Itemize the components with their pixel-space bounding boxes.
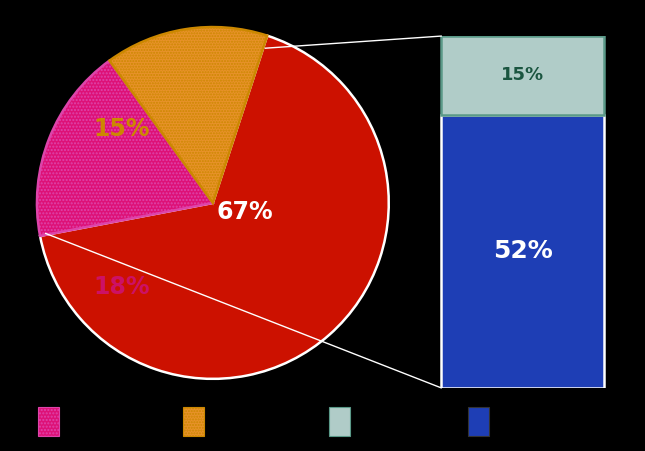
Bar <box>441 115 604 388</box>
Wedge shape <box>37 60 213 236</box>
Bar <box>441 36 604 115</box>
Text: Ship Strike: Ship Strike <box>499 415 575 428</box>
Text: 15%: 15% <box>93 117 150 141</box>
Text: Peri/Neonatal: Peri/Neonatal <box>68 415 164 428</box>
Bar <box>183 407 204 437</box>
Text: 18%: 18% <box>93 276 150 299</box>
Wedge shape <box>40 36 389 379</box>
Text: 67%: 67% <box>216 200 273 224</box>
Bar <box>468 407 490 437</box>
Text: Entanglement: Entanglement <box>359 415 457 428</box>
Text: Unknown: Unknown <box>213 415 278 428</box>
Wedge shape <box>110 27 267 203</box>
Text: 52%: 52% <box>493 239 552 263</box>
Text: 15%: 15% <box>501 66 544 84</box>
Bar <box>328 407 350 437</box>
Bar <box>37 407 59 437</box>
